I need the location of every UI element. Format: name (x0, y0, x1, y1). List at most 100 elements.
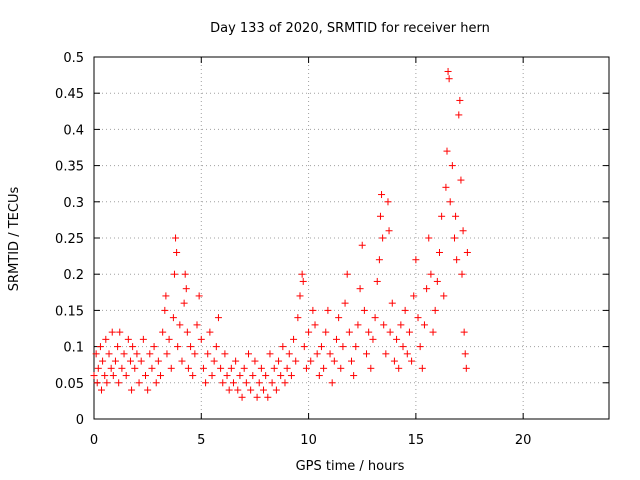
data-point (133, 350, 141, 358)
data-point (234, 386, 242, 394)
y-tick-label: 0.3 (63, 196, 84, 211)
data-point (348, 357, 355, 365)
data-point (109, 372, 117, 380)
data-point (135, 379, 143, 387)
data-point (154, 357, 162, 365)
data-point (249, 372, 257, 380)
data-point (204, 350, 212, 358)
data-point (96, 343, 104, 351)
y-tick-label: 0.05 (55, 377, 84, 392)
data-point (427, 270, 435, 278)
data-point (453, 256, 461, 264)
data-point (142, 372, 149, 380)
data-point (414, 314, 422, 322)
x-tick-label: 10 (300, 433, 317, 448)
data-point (373, 277, 381, 285)
data-point (416, 343, 424, 351)
data-point (206, 328, 214, 336)
data-point (283, 364, 291, 372)
data-point (103, 379, 111, 387)
data-point (458, 270, 466, 278)
data-point (214, 314, 222, 322)
data-point (328, 379, 336, 387)
y-tick-label: 0.15 (55, 304, 84, 319)
y-tick-label: 0.25 (55, 232, 84, 247)
data-point (94, 364, 102, 372)
data-point (300, 343, 308, 351)
data-point (418, 364, 426, 372)
data-point (456, 96, 464, 104)
data-point (459, 227, 467, 235)
data-point (124, 335, 132, 343)
data-point (115, 379, 123, 387)
data-point (433, 277, 441, 285)
data-point (350, 372, 358, 380)
data-point (225, 386, 233, 394)
data-point (253, 393, 261, 401)
data-point (131, 364, 139, 372)
data-point (313, 350, 321, 358)
data-point (232, 357, 240, 365)
data-point (148, 364, 156, 372)
data-point (146, 350, 154, 358)
data-point (227, 364, 235, 372)
data-point (161, 306, 169, 314)
data-point (99, 357, 107, 365)
data-point (309, 306, 317, 314)
data-point (212, 343, 220, 351)
data-point (170, 270, 178, 278)
data-point (287, 372, 295, 380)
data-point (129, 343, 137, 351)
data-point (210, 357, 218, 365)
y-tick-label: 0.2 (63, 268, 84, 283)
y-tick-label: 0.5 (63, 51, 84, 66)
data-point (461, 350, 469, 358)
data-point (279, 343, 287, 351)
data-point (251, 357, 259, 365)
data-point (446, 198, 454, 206)
data-point (305, 328, 313, 336)
data-point (184, 364, 192, 372)
data-point (122, 372, 130, 380)
data-point (268, 379, 276, 387)
data-point (199, 364, 207, 372)
data-point (307, 357, 315, 365)
data-point (183, 328, 191, 336)
data-point (242, 379, 250, 387)
data-points (90, 67, 471, 401)
data-point (332, 335, 340, 343)
data-point (247, 386, 255, 394)
data-point (425, 234, 433, 242)
data-point (275, 357, 283, 365)
data-point (266, 350, 274, 358)
data-point (285, 350, 293, 358)
data-point (174, 343, 182, 351)
x-axis-label: GPS time / hours (296, 459, 405, 474)
data-point (137, 357, 145, 365)
data-point (238, 393, 246, 401)
x-tick-label: 5 (197, 433, 205, 448)
data-point (178, 357, 186, 365)
chart-title: Day 133 of 2020, SRMTID for receiver her… (210, 21, 490, 36)
data-point (375, 256, 383, 264)
data-point (412, 256, 420, 264)
data-point (270, 364, 278, 372)
data-point (217, 364, 225, 372)
data-point (152, 379, 160, 387)
data-point (150, 343, 158, 351)
x-tick-label: 15 (408, 433, 425, 448)
data-point (339, 343, 347, 351)
data-point (322, 328, 330, 336)
data-point (311, 321, 319, 329)
data-point (385, 227, 393, 235)
data-point (423, 285, 431, 293)
data-point (431, 306, 439, 314)
data-point (128, 386, 136, 394)
data-point (98, 386, 106, 394)
data-point (380, 321, 388, 329)
data-point (221, 350, 229, 358)
data-point (463, 248, 471, 256)
data-point (173, 248, 181, 256)
data-point (360, 306, 368, 314)
data-point (302, 364, 310, 372)
